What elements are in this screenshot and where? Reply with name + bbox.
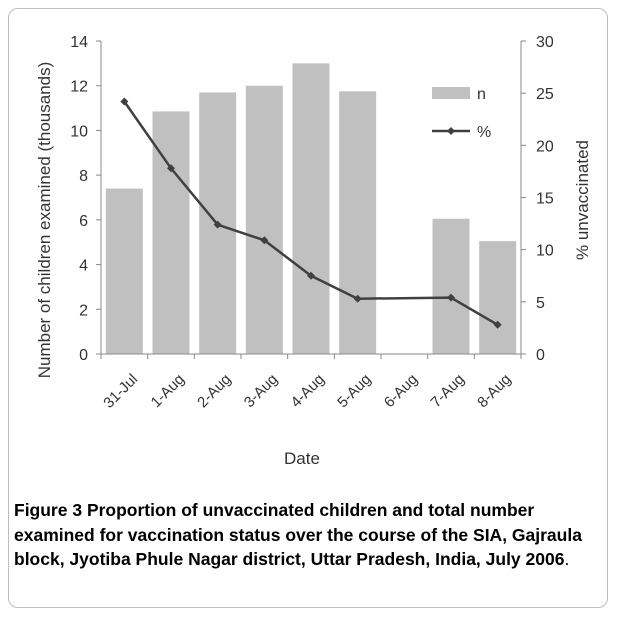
x-tick-label: 2-Aug <box>194 371 234 411</box>
y-right-tick-label: 10 <box>536 243 554 260</box>
marker-8-Aug <box>493 320 502 329</box>
y-left-tick-label: 2 <box>79 302 88 319</box>
marker-4-Aug <box>307 271 315 280</box>
y-right-axis-title: % unvaccinated <box>573 140 592 260</box>
caption-label: Figure 3 <box>14 500 83 520</box>
marker-1-Aug <box>167 164 175 173</box>
bar-5-Aug <box>339 91 377 354</box>
bar-31-Jul <box>105 188 143 354</box>
y-left-tick-label: 14 <box>70 34 88 51</box>
legend-label-n: n <box>477 86 486 103</box>
x-tick-label: 31-Jul <box>100 371 141 412</box>
x-tick-label: 8-Aug <box>474 371 514 411</box>
x-tick-label: 1-Aug <box>148 371 188 411</box>
y-right-tick-label: 15 <box>536 191 554 208</box>
y-right-tick-label: 5 <box>536 295 545 312</box>
y-left-tick-label: 10 <box>70 123 88 140</box>
y-right-tick-label: 0 <box>536 347 545 364</box>
bar-7-Aug <box>432 218 470 354</box>
marker-2-Aug <box>213 220 222 229</box>
legend-swatch-pct-marker <box>447 127 455 135</box>
y-left-axis-title: Number of children examined (thousands) <box>35 62 54 379</box>
y-right-tick-label: 25 <box>536 86 554 103</box>
y-left-tick-label: 6 <box>79 213 88 230</box>
y-left-tick-label: 12 <box>70 79 88 96</box>
bar-4-Aug <box>292 63 330 354</box>
y-left-tick-label: 8 <box>79 168 88 185</box>
marker-31-Jul <box>120 97 129 106</box>
y-left-tick-label: 0 <box>79 347 88 364</box>
caption-tail: . <box>564 549 570 569</box>
bar-3-Aug <box>245 85 283 354</box>
marker-5-Aug <box>353 294 362 303</box>
legend-swatch-n <box>432 87 470 99</box>
marker-3-Aug <box>260 236 269 245</box>
x-tick-label: 7-Aug <box>428 371 468 411</box>
line-series-pct <box>123 100 499 326</box>
bar-8-Aug <box>479 241 517 354</box>
legend-label-pct: % <box>477 124 491 141</box>
y-right-tick-label: 20 <box>536 138 554 155</box>
x-tick-label: 6-Aug <box>381 371 421 411</box>
figure-caption: Figure 3 Proportion of unvaccinated chil… <box>14 498 604 572</box>
x-tick-label: 3-Aug <box>241 371 281 411</box>
y-right-tick-label: 30 <box>536 34 554 51</box>
x-axis-title: Date <box>284 449 320 468</box>
x-tick-label: 4-Aug <box>288 371 328 411</box>
x-tick-label: 5-Aug <box>334 371 374 411</box>
y-left-tick-label: 4 <box>79 258 88 275</box>
marker-7-Aug <box>447 293 455 302</box>
caption-text: Proportion of unvaccinated children and … <box>14 500 582 569</box>
